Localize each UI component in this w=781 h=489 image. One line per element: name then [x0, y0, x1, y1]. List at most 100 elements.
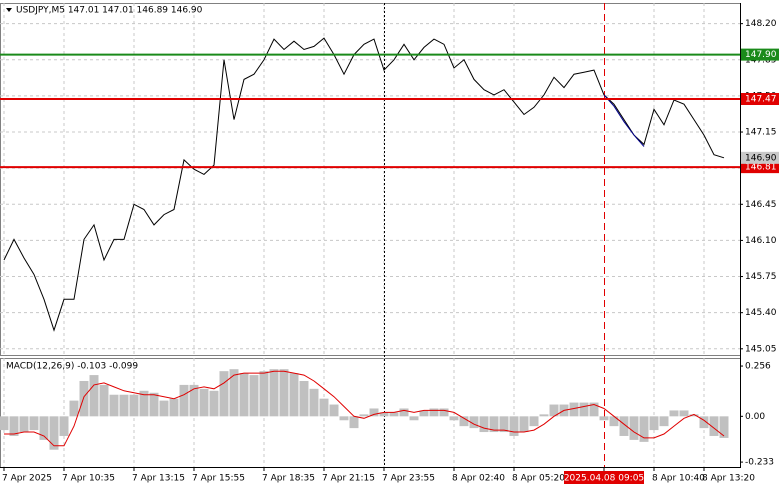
macd-bar: [579, 402, 589, 417]
macd-bar: [69, 400, 79, 417]
macd-bar: [379, 412, 389, 417]
x-tick-label: 7 Apr 15:55: [192, 474, 245, 484]
macd-bar: [589, 402, 599, 417]
macd-bar: [9, 416, 19, 436]
macd-bar: [109, 394, 119, 417]
macd-bar: [639, 416, 649, 442]
x-tick-label: 7 Apr 13:15: [132, 474, 185, 484]
macd-y-tick-label: 0.256: [745, 362, 771, 372]
macd-bar: [119, 394, 129, 417]
x-tick-label: 8 Apr 02:40: [452, 474, 505, 484]
macd-bar: [609, 416, 619, 427]
macd-bar: [669, 410, 679, 417]
macd-bar: [689, 414, 699, 417]
macd-bar: [79, 380, 89, 417]
macd-bar: [269, 369, 279, 417]
y-tick-label: 148.20: [745, 19, 777, 29]
macd-bar: [479, 416, 489, 433]
last-price-label: 146.90: [745, 153, 777, 163]
macd-bar: [419, 410, 429, 417]
macd-y-tick-label: 0.00: [745, 412, 765, 422]
macd-bar: [599, 416, 609, 421]
macd-bar: [99, 384, 109, 417]
signal-line: [4, 370, 725, 447]
macd-bar: [19, 416, 29, 433]
macd-bar: [399, 408, 409, 417]
trend-line: [603, 94, 645, 147]
level-label: 146.81: [745, 163, 777, 173]
macd-bar: [179, 384, 189, 417]
level-label-box: [741, 48, 779, 61]
macd-title: MACD(12,26,9) -0.103 -0.099: [6, 362, 138, 372]
macd-bar: [649, 416, 659, 431]
y-tick-label: 145.40: [745, 308, 777, 318]
macd-y-tick-label: -0.233: [745, 458, 774, 468]
macd-bar: [219, 371, 229, 417]
price-chart-title: USDJPY,M5 147.01 147.01 146.89 146.90: [16, 6, 203, 16]
macd-bar: [239, 373, 249, 417]
macd-bar: [279, 369, 289, 417]
macd-bar: [359, 414, 369, 417]
y-tick-label: 146.45: [745, 200, 777, 210]
y-tick-label: 146.10: [745, 236, 777, 246]
macd-bar: [229, 369, 239, 417]
macd-bar: [49, 416, 59, 450]
macd-bar: [309, 388, 319, 417]
x-tick-label: 8 Apr 10:40: [652, 474, 705, 484]
macd-bar: [679, 410, 689, 417]
macd-bar: [569, 402, 579, 417]
y-tick-label: 145.75: [745, 272, 777, 282]
macd-bar: [259, 371, 269, 417]
macd-bar: [659, 416, 669, 427]
x-tick-label: 7 Apr 21:15: [322, 474, 375, 484]
macd-bar: [249, 375, 259, 417]
macd-bar: [489, 416, 499, 433]
macd-bar: [349, 416, 359, 429]
macd-bar: [509, 416, 519, 436]
macd-bar: [329, 404, 339, 417]
macd-bar: [429, 408, 439, 417]
menu-icon: [6, 8, 12, 12]
macd-bar: [469, 416, 479, 429]
level-label: 147.47: [745, 95, 777, 105]
macd-bar: [449, 416, 459, 421]
macd-bar: [189, 384, 199, 417]
macd-bar: [199, 388, 209, 417]
y-tick-label: 145.05: [745, 344, 777, 354]
y-tick-label: 147.15: [745, 128, 777, 138]
overlay: 7 Apr 2025 7 Apr 10:35 7 Apr 13:15 7 Apr 15…: [0, 48, 779, 484]
macd-bar: [0, 416, 9, 431]
macd-bar: [499, 416, 509, 433]
macd-bar: [719, 416, 729, 438]
x-tick-label: 7 Apr 2025: [2, 474, 52, 484]
level-label: 147.90: [745, 50, 777, 60]
macd-bar: [89, 375, 99, 417]
level-label-box: [741, 161, 779, 174]
cursor-time-label: 2025.04.08 09:05: [564, 474, 644, 484]
macd-bar: [29, 416, 39, 431]
macd-bar: [319, 398, 329, 417]
x-tick-label: 7 Apr 10:35: [62, 474, 115, 484]
macd-bar: [39, 416, 49, 440]
macd-bar: [529, 416, 539, 427]
macd-bar: [439, 408, 449, 417]
macd-bar: [459, 416, 469, 427]
macd-bar: [539, 414, 549, 417]
macd-bar: [59, 416, 69, 436]
macd-bar: [339, 416, 349, 421]
cursor-time-box: [564, 471, 644, 484]
macd-bar: [159, 400, 169, 417]
macd-bar: [709, 416, 719, 436]
x-tick-label: 7 Apr 18:35: [262, 474, 315, 484]
plots: [0, 3, 729, 467]
x-tick-label: 8 Apr 13:20: [702, 474, 755, 484]
macd-bar: [409, 416, 419, 421]
macd-bar: [209, 390, 219, 417]
last-price-box: [741, 151, 779, 164]
macd-bar: [289, 373, 299, 417]
x-tick-label: 7 Apr 23:55: [382, 474, 435, 484]
macd-bar: [389, 412, 399, 417]
macd-bar: [139, 390, 149, 417]
macd-bar: [619, 416, 629, 436]
